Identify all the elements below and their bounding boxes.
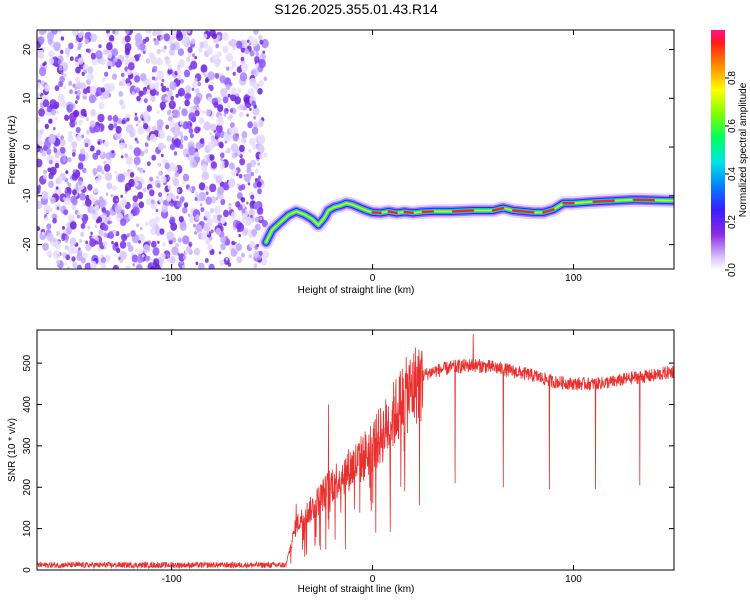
colorbar-tick-label: 0.6 bbox=[727, 119, 738, 133]
snr-axes: -100 0 100 0 100 200 300 400 500 bbox=[22, 330, 674, 585]
snr-y-tick-label: 100 bbox=[22, 520, 33, 537]
snr-panel: -100 0 100 0 100 200 300 400 500 Height of strai… bbox=[7, 329, 675, 595]
colorbar-tick-label: 0.8 bbox=[727, 71, 738, 85]
colorbar-tick-label: 0.4 bbox=[727, 167, 738, 181]
spectrogram-frame bbox=[36, 29, 675, 270]
spectrogram-x-label: Height of straight line (km) bbox=[298, 285, 415, 296]
snr-x-tick-label: 100 bbox=[565, 574, 582, 585]
spectrogram-y-tick-label: 10 bbox=[22, 92, 33, 104]
snr-x-tick-label: -100 bbox=[162, 574, 182, 585]
spectrogram-x-tick-label: 100 bbox=[565, 273, 582, 284]
snr-y-tick-label: 400 bbox=[22, 396, 33, 413]
snr-y-tick-label: 300 bbox=[22, 437, 33, 454]
snr-y-tick-label: 200 bbox=[22, 478, 33, 495]
spectrogram-y-tick-label: 0 bbox=[22, 144, 33, 150]
snr-frame bbox=[36, 329, 675, 571]
colorbar: 0.0 0.2 0.4 0.6 0.8 Normalized spectral ampl… bbox=[711, 30, 749, 277]
colorbar-label: Normalized spectral amplitude bbox=[738, 82, 749, 217]
ridge-peaks bbox=[371, 198, 656, 215]
spectrogram-x-tick-label: 0 bbox=[370, 273, 376, 284]
colorbar-tick-label: 0.2 bbox=[727, 215, 738, 229]
colorbar-gradient bbox=[711, 30, 725, 270]
spectrogram-x-tick-label: -100 bbox=[162, 273, 182, 284]
colorbar-ticks: 0.0 0.2 0.4 0.6 0.8 bbox=[725, 71, 738, 277]
snr-x-label: Height of straight line (km) bbox=[298, 584, 415, 595]
snr-series bbox=[37, 334, 674, 570]
spectral-ridge bbox=[259, 192, 674, 250]
chart-title: S126.2025.355.01.43.R14 bbox=[274, 1, 438, 17]
colorbar-tick-label: 0.0 bbox=[727, 263, 738, 277]
spectrogram-y-tick-label: 20 bbox=[22, 44, 33, 56]
snr-plot-area bbox=[37, 334, 674, 570]
spectrogram-y-tick-label: -20 bbox=[22, 237, 33, 252]
spectrogram-plot-area bbox=[37, 30, 674, 269]
snr-y-label: SNR (10 * v/v) bbox=[7, 418, 18, 482]
snr-line bbox=[37, 334, 674, 570]
spectrogram-y-tick-label: -10 bbox=[22, 188, 33, 203]
snr-x-tick-label: 0 bbox=[370, 574, 376, 585]
noise-region bbox=[37, 30, 270, 269]
spectrogram-y-label: Frequency (Hz) bbox=[7, 116, 18, 185]
snr-y-tick-label: 500 bbox=[22, 354, 33, 371]
snr-y-tick-label: 0 bbox=[22, 567, 33, 573]
